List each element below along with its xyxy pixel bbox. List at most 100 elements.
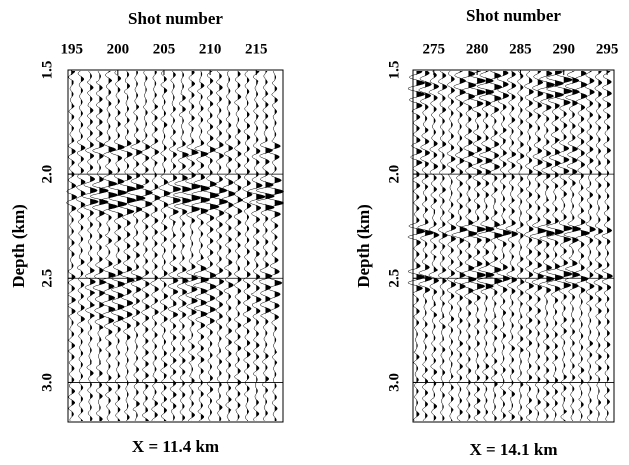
x-tick-label: 280 [466, 41, 489, 57]
trace [417, 70, 435, 422]
trace [241, 70, 253, 422]
trace [529, 70, 547, 422]
y-axis-label: Depth (km) [9, 204, 28, 288]
trace [75, 70, 86, 422]
trace [66, 70, 78, 422]
trace-fill [607, 71, 613, 421]
trace-fill [274, 71, 284, 421]
trace-fill [425, 71, 434, 421]
y-tick-label: 2.0 [386, 165, 402, 184]
trace [584, 70, 596, 422]
y-tick-label: 1.5 [386, 61, 402, 80]
y-tick-label: 3.0 [386, 373, 402, 392]
trace-fill [416, 71, 425, 421]
plot-frame [412, 69, 615, 423]
trace [232, 70, 244, 422]
caption: X = 11.4 km [132, 437, 219, 456]
trace [428, 70, 440, 422]
trace [117, 70, 137, 422]
traces [66, 70, 285, 422]
trace-fill [468, 71, 477, 421]
trace-fill [572, 71, 581, 421]
trace [468, 70, 487, 422]
trace-fill [117, 71, 127, 421]
trace [81, 70, 99, 422]
chart-title: Shot number [128, 9, 223, 28]
trace [537, 70, 556, 422]
trace [149, 70, 161, 422]
trace [476, 70, 495, 422]
plot-frame [67, 69, 284, 423]
trace-fill [182, 71, 192, 421]
trace [563, 70, 582, 422]
trace [247, 70, 266, 422]
trace [593, 70, 604, 422]
trace [485, 70, 503, 422]
y-tick-label: 1.5 [39, 61, 55, 80]
caption: X = 14.1 km [469, 440, 557, 459]
y-axis-label: Depth (km) [354, 204, 373, 288]
trace-fill [563, 71, 573, 421]
trace-fill [173, 71, 181, 421]
trace-fill [265, 71, 275, 421]
trace-fill [127, 71, 137, 421]
trace [191, 70, 211, 422]
chart-title: Shot number [466, 6, 561, 25]
trace [459, 70, 478, 422]
trace [200, 70, 220, 422]
trace-fill [433, 71, 440, 421]
trace [127, 70, 146, 422]
trace-fill [191, 71, 201, 421]
trace-fill [598, 71, 603, 421]
x-tick-label: 205 [153, 41, 176, 57]
trace [444, 70, 457, 422]
traces [407, 70, 613, 422]
trace [437, 70, 448, 422]
x-tick-label: 195 [60, 41, 83, 57]
trace-fill [451, 71, 456, 421]
trace-fill [537, 71, 547, 421]
trace-fill [494, 71, 503, 421]
x-tick-label: 285 [509, 41, 532, 57]
trace [495, 70, 512, 422]
trace [265, 71, 285, 422]
trace-fill [154, 71, 161, 421]
trace [505, 70, 519, 422]
x-tick-label: 295 [596, 41, 619, 57]
trace [172, 70, 192, 422]
trace [137, 70, 153, 422]
trace-fill [71, 71, 77, 421]
trace-fill [511, 71, 519, 421]
y-tick-label: 2.0 [39, 165, 55, 184]
trace [157, 70, 171, 422]
x-tick-label: 215 [245, 41, 268, 57]
trace [163, 70, 182, 422]
trace-fill [589, 71, 596, 421]
trace-fill [99, 71, 109, 421]
trace-fill [503, 71, 512, 421]
trace [99, 70, 119, 422]
trace-fill [145, 71, 153, 421]
trace-fill [228, 71, 236, 421]
trace-fill [477, 71, 486, 421]
trace [90, 70, 109, 422]
trace [451, 70, 468, 422]
y-tick-label: 2.5 [386, 269, 402, 288]
trace [573, 70, 590, 422]
trace-fill [555, 71, 564, 421]
x-tick-label: 210 [199, 41, 222, 57]
trace-fill [136, 71, 146, 421]
trace-fill [80, 71, 86, 421]
trace [108, 70, 128, 422]
x-tick-label: 200 [107, 41, 130, 57]
y-tick-label: 2.5 [39, 269, 55, 288]
trace-fill [90, 71, 99, 421]
trace [515, 70, 525, 422]
trace-fill [163, 71, 171, 421]
trace [256, 70, 276, 422]
trace [221, 70, 236, 422]
x-tick-label: 290 [553, 41, 576, 57]
trace [546, 70, 564, 421]
x-tick-label: 275 [423, 41, 446, 57]
trace [209, 70, 229, 422]
